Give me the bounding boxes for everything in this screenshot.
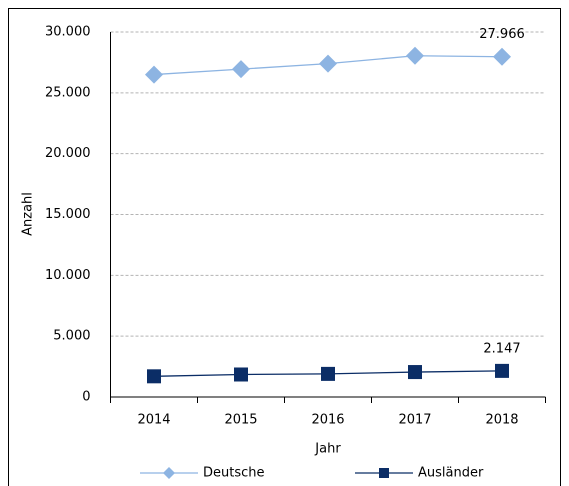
value-label: 2.147 xyxy=(483,341,520,356)
data-point xyxy=(319,54,337,73)
y-tick-label: 0 xyxy=(82,390,90,405)
data-point xyxy=(234,367,248,382)
legend-marker xyxy=(163,467,175,479)
data-point xyxy=(147,369,161,384)
x-tick-label: 2017 xyxy=(398,413,431,428)
data-point xyxy=(406,46,424,65)
y-tick-label: 20.000 xyxy=(45,146,91,161)
x-tick-label: 2014 xyxy=(137,413,170,428)
data-point xyxy=(495,363,509,378)
x-tick-label: 2016 xyxy=(311,413,344,428)
legend-label: Ausländer xyxy=(418,466,484,481)
y-tick-label: 25.000 xyxy=(45,85,91,100)
data-point xyxy=(408,365,422,380)
data-point xyxy=(232,60,250,79)
legend-marker xyxy=(379,468,389,478)
data-point xyxy=(145,65,163,84)
x-tick-label: 2015 xyxy=(224,413,257,428)
value-label: 27.966 xyxy=(479,27,525,42)
legend-label: Deutsche xyxy=(203,466,265,481)
y-tick-label: 10.000 xyxy=(45,268,91,283)
x-axis-label: Jahr xyxy=(314,442,341,457)
x-tick-label: 2018 xyxy=(485,413,518,428)
y-tick-label: 5.000 xyxy=(53,329,90,344)
data-point xyxy=(321,366,335,381)
y-tick-label: 15.000 xyxy=(45,207,91,222)
y-axis-label: Anzahl xyxy=(21,192,36,236)
data-point xyxy=(493,47,511,66)
y-tick-label: 30.000 xyxy=(45,25,91,40)
chart-frame xyxy=(8,8,561,486)
